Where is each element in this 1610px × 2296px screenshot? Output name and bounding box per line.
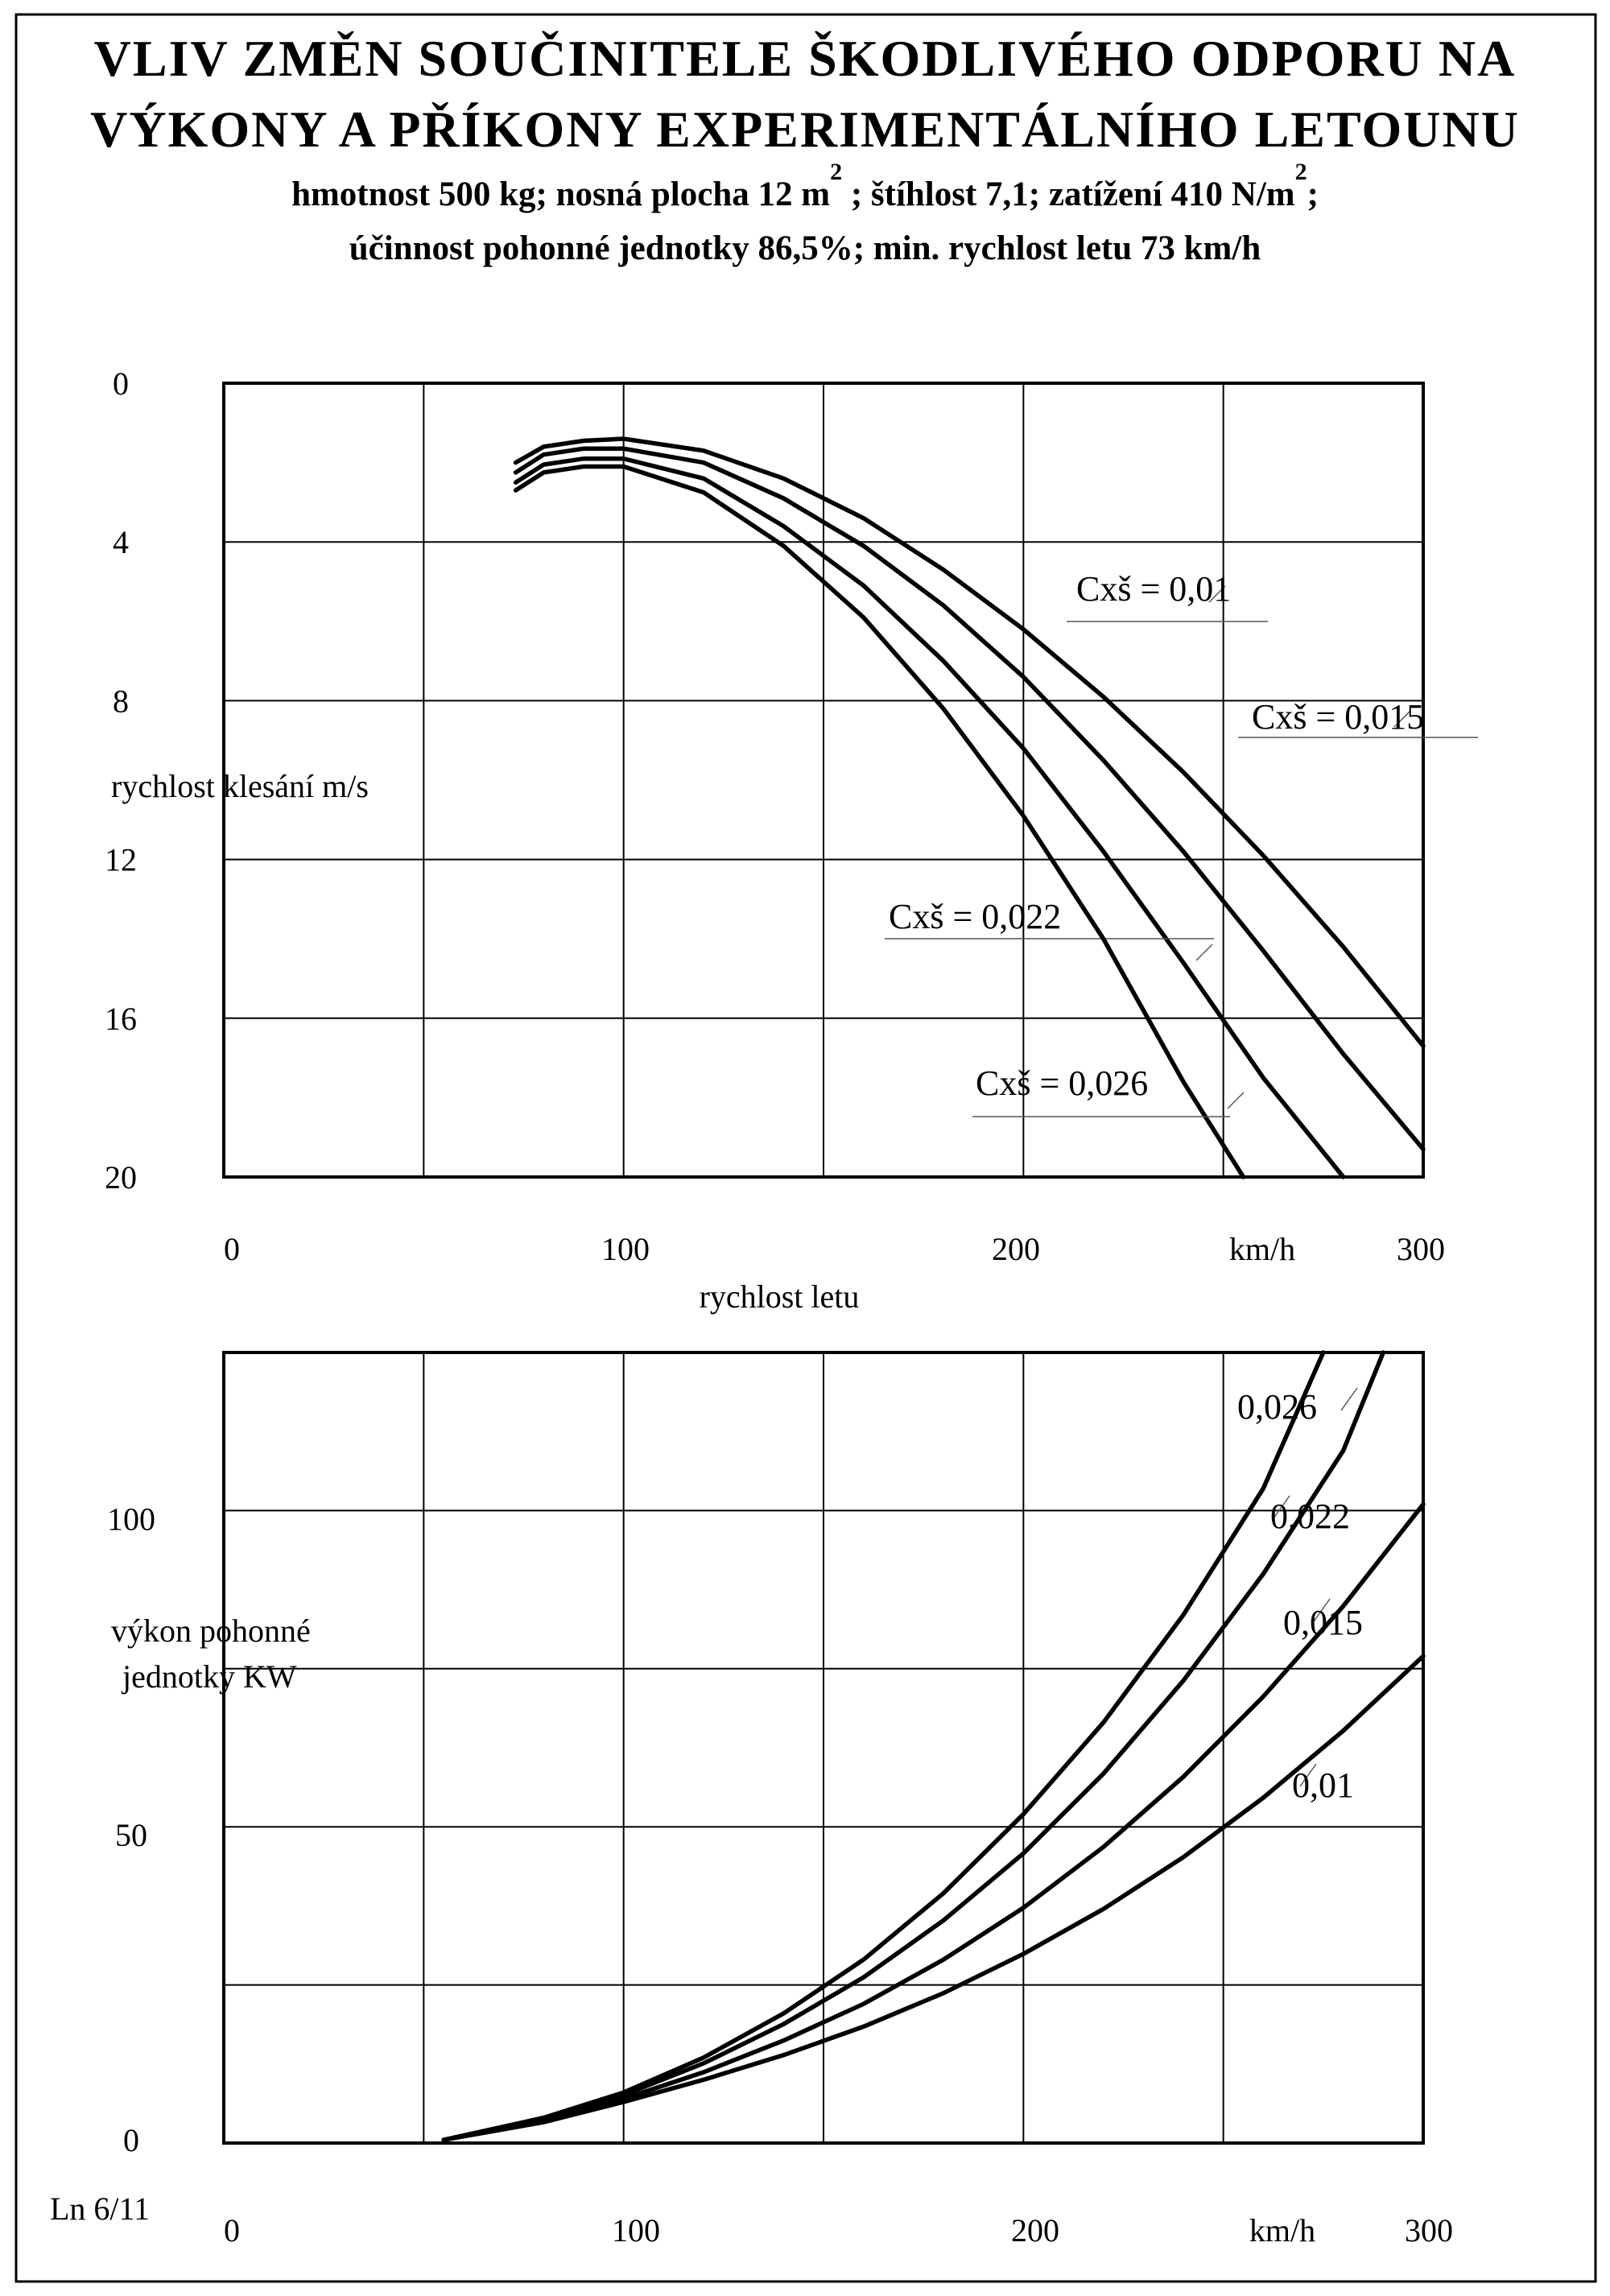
x-tick-label-300: 300 xyxy=(1405,2212,1453,2249)
y-axis-title-line-2: jednotky KW xyxy=(121,1658,297,1695)
power-chart: 0 50 100 0 100 200 km/h 300 výkon pohonné jednotk… xyxy=(107,1350,1453,2249)
subtitle-end: ; xyxy=(1307,176,1319,213)
subtitle-mass-area: hmotnost 500 kg; nosná plocha 12 m xyxy=(291,176,830,213)
y-tick-label-8: 8 xyxy=(113,683,129,719)
label-pointer-cx-0-026 xyxy=(1227,1092,1245,1109)
series-label-0-022: 0,022 xyxy=(1270,1497,1350,1536)
subtitle-line-1: hmotnost 500 kg; nosná plocha 12 m2 ; št… xyxy=(291,159,1319,213)
series-label-cx-0-026: Cxš = 0,026 xyxy=(976,1063,1148,1103)
subtitle-superscript-2: 2 xyxy=(1295,159,1307,185)
y-axis-title: rychlost klesání m/s xyxy=(111,768,369,804)
series-line-cx-0-022 xyxy=(513,456,1346,1179)
y-tick-label-0: 0 xyxy=(123,2122,139,2158)
label-pointer-0-015 xyxy=(1313,1598,1331,1622)
series-line-cx-0-026 xyxy=(513,464,1246,1179)
y-tick-label-50: 50 xyxy=(115,1817,147,1853)
page-border xyxy=(14,13,1597,2283)
title-line-1: VLIV ZMĚN SOUČINITELE ŠKODLIVÉHO ODPORU … xyxy=(94,30,1517,87)
series-label-0-026: 0,026 xyxy=(1237,1387,1317,1427)
y-tick-label-4: 4 xyxy=(113,524,129,560)
x-tick-label-300: 300 xyxy=(1397,1231,1445,1267)
x-tick-label-0: 0 xyxy=(224,2212,240,2249)
series-line-cx-0-01 xyxy=(513,436,1426,1049)
series-label-cx-0-022: Cxš = 0,022 xyxy=(889,897,1061,936)
label-pointer-0-026 xyxy=(1340,1387,1358,1411)
series-label-cx-0-01: Cxš = 0,01 xyxy=(1076,569,1231,609)
subtitle-line-2: účinnost pohonné jednotky 86,5%; min. ry… xyxy=(349,229,1261,267)
subtitle-aspect-load: ; štíhlost 7,1; zatížení 410 N/m xyxy=(842,176,1295,213)
label-pointer-0-022 xyxy=(1273,1495,1290,1519)
label-pointer-cx-0-01 xyxy=(1208,585,1226,603)
series-label-cx-0-015: Cxš = 0,015 xyxy=(1252,697,1424,737)
x-tick-label-200: 200 xyxy=(992,1231,1040,1267)
plot-frame xyxy=(222,382,1425,1179)
series-label-0-01: 0,01 xyxy=(1292,1765,1354,1805)
x-tick-label-100: 100 xyxy=(612,2212,660,2249)
label-pointer-cx-0-015 xyxy=(1393,710,1411,728)
series-line-cx-0-015 xyxy=(513,446,1426,1152)
label-pointer-0-01 xyxy=(1299,1763,1317,1787)
series-line-0-015 xyxy=(441,1501,1426,2142)
x-tick-label-km-h: km/h xyxy=(1229,1231,1295,1267)
x-tick-label-200: 200 xyxy=(1011,2212,1059,2249)
y-tick-label-0: 0 xyxy=(113,365,129,402)
series-line-0-026 xyxy=(441,1350,1326,2142)
y-tick-label-20: 20 xyxy=(105,1159,137,1195)
y-axis-title-line-1: výkon pohonné xyxy=(111,1613,311,1649)
x-tick-label-km-h: km/h xyxy=(1249,2212,1315,2249)
footer-code: Ln 6/11 xyxy=(50,2191,150,2227)
series-label-0-015: 0,015 xyxy=(1283,1603,1363,1642)
subtitle-superscript-1: 2 xyxy=(830,159,842,185)
y-tick-label-12: 12 xyxy=(105,842,137,878)
x-tick-label-0: 0 xyxy=(224,1231,240,1267)
label-pointer-cx-0-022 xyxy=(1195,944,1213,961)
title-line-2: VÝKONY A PŘÍKONY EXPERIMENTÁLNÍHO LETOUN… xyxy=(90,101,1520,158)
series-line-0-022 xyxy=(441,1350,1386,2142)
x-axis-title: rychlost letu xyxy=(700,1278,860,1315)
series-line-0-01 xyxy=(441,1654,1426,2142)
y-tick-label-16: 16 xyxy=(105,1001,137,1037)
x-tick-label-100: 100 xyxy=(601,1231,650,1267)
plot-frame xyxy=(222,1351,1425,2145)
y-tick-label-100: 100 xyxy=(107,1501,155,1537)
